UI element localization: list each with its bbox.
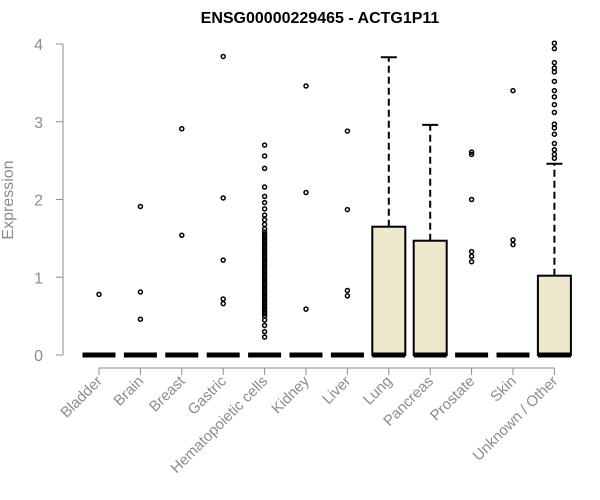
outlier-point <box>510 241 516 248</box>
x-tick-label: Kidney <box>268 372 313 417</box>
box-group <box>412 123 448 358</box>
outlier-point <box>261 334 268 340</box>
outlier-point <box>551 45 558 52</box>
chart-title: ENSG00000229465 - ACTG1P11 <box>201 10 440 27</box>
outlier-point <box>551 155 558 162</box>
outlier-point <box>551 140 558 147</box>
outlier-point <box>220 300 226 307</box>
outlier-point <box>551 59 558 66</box>
outlier-point <box>261 165 268 172</box>
box <box>371 225 407 356</box>
outlier-point <box>220 53 226 60</box>
outlier-point <box>510 237 516 243</box>
boxes <box>82 56 572 358</box>
outlier-point <box>261 216 268 223</box>
outlier-point <box>303 189 309 196</box>
outlier-point <box>220 296 226 302</box>
box <box>536 274 572 357</box>
y-tick-label: 3 <box>34 115 43 132</box>
outlier-point <box>344 287 351 294</box>
outlier-point <box>468 196 475 203</box>
outlier-point <box>261 311 268 317</box>
box-group <box>371 56 407 358</box>
outlier-point <box>468 253 475 260</box>
x-tick-label: Skin <box>487 373 520 406</box>
outlier-point <box>261 226 268 232</box>
y-axis-label: Expression <box>0 160 17 239</box>
outlier-point <box>551 109 558 116</box>
y-axis: 0 1 2 3 4 <box>34 37 64 365</box>
x-tick-label: Breast <box>146 372 189 415</box>
outlier-point <box>261 153 268 159</box>
outlier-point <box>137 203 144 210</box>
outlier-point <box>344 128 351 134</box>
outlier-point <box>303 306 309 312</box>
outlier-point <box>551 40 558 46</box>
outlier-point <box>261 221 268 228</box>
outlier-point <box>179 232 185 239</box>
outlier-point <box>96 291 102 298</box>
outlier-point <box>261 322 268 329</box>
outlier-point <box>261 199 268 206</box>
y-tick-label: 0 <box>34 348 43 365</box>
outlier-point <box>468 248 475 255</box>
y-tick-label: 1 <box>34 270 43 287</box>
x-axis <box>98 367 555 375</box>
x-tick-label: Liver <box>319 373 354 408</box>
outlier-point <box>468 151 475 158</box>
outlier-point <box>303 83 309 89</box>
outlier-point <box>344 206 351 213</box>
x-tick-label: Lung <box>360 373 396 409</box>
outlier-point <box>220 195 226 201</box>
outlier-point <box>261 184 268 190</box>
outlier-point <box>261 206 268 212</box>
outlier-point <box>551 101 558 108</box>
outlier-point <box>220 257 226 263</box>
box <box>412 239 448 357</box>
box-group <box>536 162 572 358</box>
outlier-point <box>261 142 268 148</box>
outlier-point <box>551 146 558 153</box>
outlier-point <box>468 149 475 155</box>
outlier-point <box>551 87 558 94</box>
y-tick-label: 2 <box>34 193 43 210</box>
x-tick-label: Prostate <box>427 373 479 425</box>
outlier-point <box>551 94 558 100</box>
y-tick-label: 4 <box>34 37 43 54</box>
x-tick-label: Bladder <box>57 373 106 422</box>
outlier-point <box>551 125 558 131</box>
x-tick-label: Brain <box>110 373 147 410</box>
outlier-point <box>179 125 185 132</box>
outlier-points <box>96 40 558 340</box>
outlier-point <box>551 69 558 75</box>
outlier-point <box>551 78 558 85</box>
outlier-point <box>344 293 351 299</box>
outlier-point <box>551 131 558 137</box>
outlier-point <box>261 193 268 200</box>
outlier-point <box>137 289 144 295</box>
outlier-point <box>261 317 268 323</box>
outlier-point <box>468 258 475 265</box>
outlier-point <box>261 212 268 218</box>
outlier-point <box>137 316 144 322</box>
outlier-point <box>261 328 268 335</box>
outlier-point <box>510 87 516 94</box>
